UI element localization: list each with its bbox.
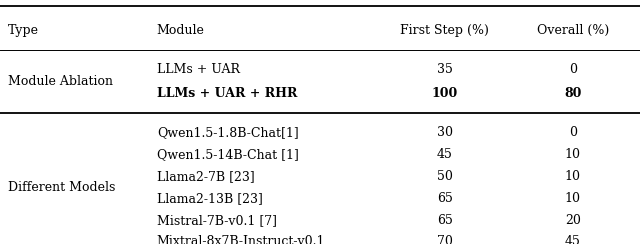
- Text: Mistral-7B-v0.1 [7]: Mistral-7B-v0.1 [7]: [157, 214, 277, 227]
- Text: Different Models: Different Models: [8, 181, 115, 194]
- Text: 35: 35: [437, 63, 452, 76]
- Text: LLMs + UAR + RHR: LLMs + UAR + RHR: [157, 87, 297, 101]
- Text: 10: 10: [564, 148, 581, 162]
- Text: 100: 100: [431, 87, 458, 101]
- Text: Type: Type: [8, 24, 38, 37]
- Text: 0: 0: [569, 126, 577, 140]
- Text: Module: Module: [157, 24, 205, 37]
- Text: 50: 50: [437, 170, 452, 183]
- Text: 20: 20: [565, 214, 580, 227]
- Text: Module Ablation: Module Ablation: [8, 75, 113, 88]
- Text: Llama2-13B [23]: Llama2-13B [23]: [157, 192, 262, 205]
- Text: 65: 65: [437, 192, 452, 205]
- Text: Overall (%): Overall (%): [537, 24, 609, 37]
- Text: Mixtral-8x7B-Instruct-v0.1: Mixtral-8x7B-Instruct-v0.1: [157, 235, 325, 244]
- Text: 45: 45: [437, 148, 452, 162]
- Text: 65: 65: [437, 214, 452, 227]
- Text: Qwen1.5-1.8B-Chat[1]: Qwen1.5-1.8B-Chat[1]: [157, 126, 298, 140]
- Text: 45: 45: [565, 235, 580, 244]
- Text: 10: 10: [564, 170, 581, 183]
- Text: 80: 80: [564, 87, 582, 101]
- Text: Qwen1.5-14B-Chat [1]: Qwen1.5-14B-Chat [1]: [157, 148, 299, 162]
- Text: 10: 10: [564, 192, 581, 205]
- Text: 30: 30: [436, 126, 453, 140]
- Text: 0: 0: [569, 63, 577, 76]
- Text: LLMs + UAR: LLMs + UAR: [157, 63, 240, 76]
- Text: First Step (%): First Step (%): [401, 24, 489, 37]
- Text: 70: 70: [437, 235, 452, 244]
- Text: Llama2-7B [23]: Llama2-7B [23]: [157, 170, 255, 183]
